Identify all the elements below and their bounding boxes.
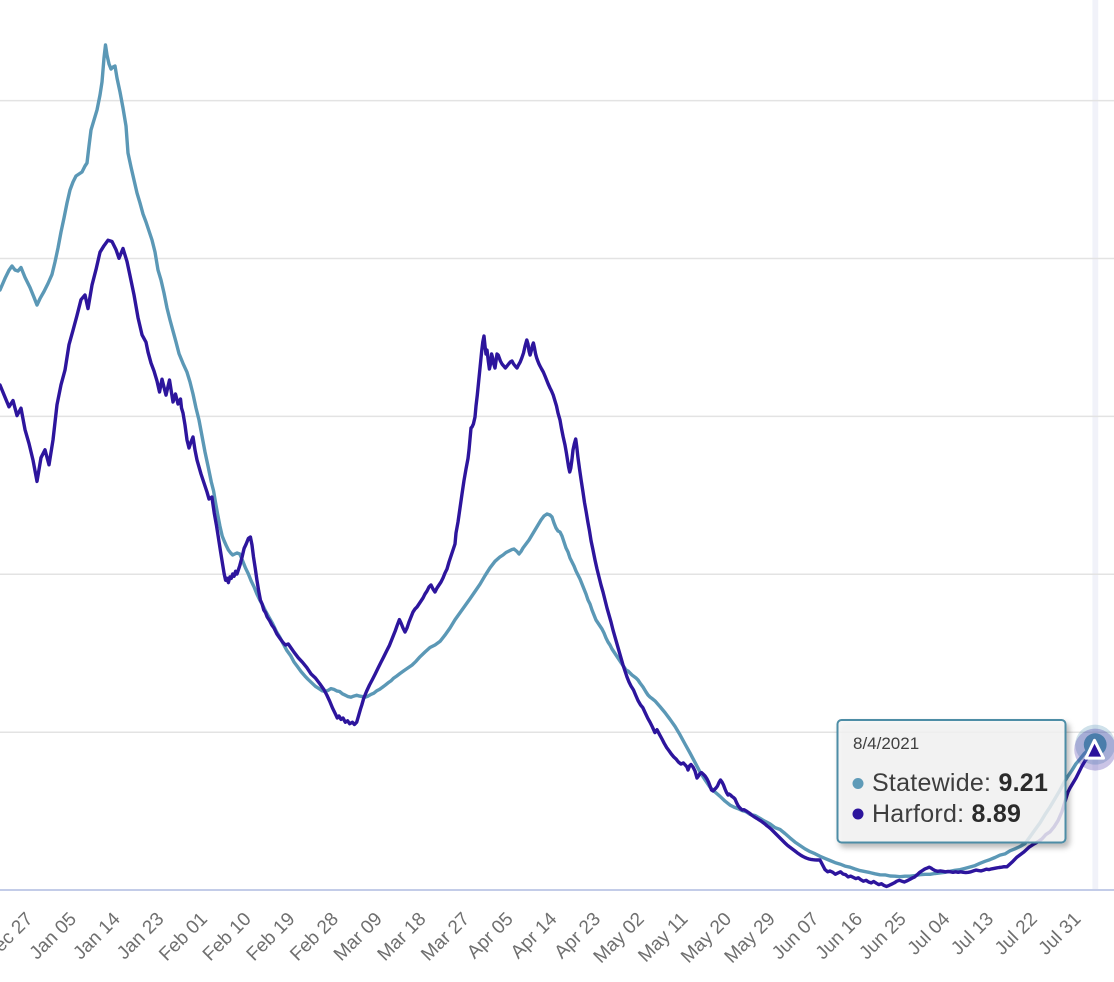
svg-text:Harford: 8.89: Harford: 8.89 bbox=[872, 800, 1021, 828]
svg-text:8/4/2021: 8/4/2021 bbox=[853, 734, 919, 753]
svg-text:Statewide: 9.21: Statewide: 9.21 bbox=[872, 769, 1048, 797]
